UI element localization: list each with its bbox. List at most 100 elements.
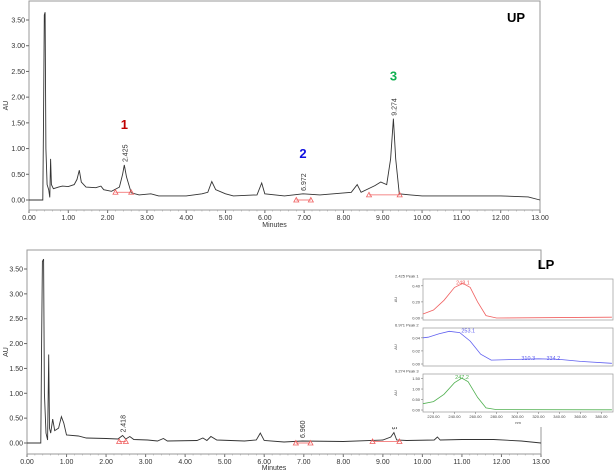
x-tick-label: 11.00 — [453, 215, 470, 222]
spectrum-maximum-label: 247.2 — [455, 375, 469, 381]
spectrum-y-tick-label: 0.50 — [412, 397, 421, 402]
uv-spectra-inset: 2.425 Peak 1 AU 0.00 0.20 0.40 248.1 6.971 Pea… — [392, 269, 614, 427]
integration-marker — [128, 188, 135, 195]
spectrum-frame — [422, 373, 614, 413]
spectrum-y-tick-label: 0.40 — [412, 283, 421, 288]
y-tick-label: 1.50 — [9, 366, 23, 373]
spectrum-x-tick-label: 260.00 — [469, 414, 482, 419]
spectrum-x-tick-label: 300.00 — [511, 414, 524, 419]
spectrum-trace — [422, 282, 612, 319]
spectrum-y-tick-label: 0.00 — [412, 362, 421, 367]
spectrum-maximum-label: 253.1 — [461, 328, 475, 334]
spectrum-y-tick-label: 0.20 — [412, 299, 421, 304]
panel-title: UP — [507, 10, 525, 25]
y-tick-label: 3.50 — [9, 267, 23, 274]
integration-marker — [115, 438, 123, 444]
integration-marker — [365, 191, 373, 198]
spectrum-y-label: AU — [393, 344, 398, 350]
spectrum-x-tick-label: 240.00 — [448, 414, 461, 419]
spectrum-y-tick-label: 0.00 — [412, 316, 421, 321]
x-tick-label: 8.00 — [337, 215, 351, 222]
y-axis-label: AU — [3, 101, 10, 111]
spectrum-title: 6.971 Peak 2 — [395, 323, 419, 328]
y-tick-label: 2.50 — [11, 69, 25, 76]
x-tick-label: 5.00 — [218, 459, 232, 466]
peak-number-label: 1 — [121, 117, 128, 132]
y-tick-label: 3.00 — [11, 43, 25, 50]
spectrum-title: 9.274 Peak 3 — [395, 369, 419, 374]
spectrum-x-tick-label: 340.00 — [553, 414, 566, 419]
x-tick-label: 2.00 — [101, 215, 115, 222]
x-tick-label: 10.00 — [413, 215, 431, 222]
x-tick-label: 1.00 — [60, 459, 74, 466]
y-tick-label: 0.00 — [9, 441, 23, 448]
y-tick-label: 3.50 — [11, 18, 25, 25]
x-tick-label: 6.00 — [257, 459, 271, 466]
plot-frame — [28, 0, 541, 211]
x-tick-label: 4.00 — [179, 215, 193, 222]
spectrum-maximum-label: 334.2 — [546, 356, 560, 362]
x-axis-label: Minutes — [262, 222, 287, 229]
spectrum-y-tick-label: 0.00 — [412, 408, 421, 413]
y-tick-label: 2.50 — [9, 316, 23, 323]
spectrum-x-label: nm — [515, 420, 521, 425]
integration-marker — [307, 196, 315, 203]
integration-marker — [122, 438, 130, 444]
x-tick-label: 12.00 — [493, 459, 511, 466]
integration-marker — [307, 439, 314, 446]
y-tick-label: 0.00 — [11, 198, 25, 205]
spectrum-y-tick-label: 0.04 — [412, 335, 421, 340]
integration-marker — [293, 196, 300, 203]
y-tick-label: 1.00 — [9, 391, 23, 398]
spectrum-y-label: AU — [393, 390, 398, 396]
peak-retention-label: 9.274 — [392, 98, 399, 116]
spectrum-maximum-label: 310.3 — [521, 356, 535, 362]
x-tick-label: 1.00 — [61, 215, 75, 222]
spectrum-trace — [422, 377, 612, 411]
chromatogram-trace — [27, 258, 542, 444]
spectrum-panel-3: 9.274 Peak 3 AU 0.00 0.50 1.00 1.50 247.2 — [393, 369, 614, 413]
peak-retention-label: 2.425 — [122, 144, 129, 162]
chromatogram-up: 0.00 0.50 1.00 1.50 2.00 2.50 3.00 3.50 0.00 1.00… — [3, 0, 549, 229]
spectrum-frame — [422, 327, 614, 367]
x-tick-label: 0.00 — [22, 215, 36, 222]
x-axis-label: Minutes — [262, 465, 287, 472]
x-tick-label: 3.00 — [139, 459, 153, 466]
spectrum-x-tick-label: 360.00 — [574, 414, 587, 419]
spectrum-x-tick-label: 320.00 — [532, 414, 545, 419]
spectrum-trace — [422, 330, 612, 364]
x-tick-label: 0.00 — [20, 459, 34, 466]
x-tick-label: 6.00 — [258, 215, 272, 222]
spectrum-panel-2: 6.971 Peak 2 AU 0.00 0.02 0.04 253.1 310.3 334.… — [393, 323, 614, 367]
x-tick-label: 7.00 — [297, 215, 311, 222]
y-axis-label: AU — [3, 347, 10, 357]
y-tick-label: 1.00 — [11, 146, 25, 153]
y-tick-label: 0.50 — [11, 172, 25, 179]
spectrum-frame — [422, 278, 614, 321]
spectrum-maximum-label: 248.1 — [456, 280, 470, 286]
peak-retention-label: 6.972 — [301, 173, 308, 191]
peak-number-label: 3 — [390, 69, 397, 84]
peak-number-label: 2 — [299, 146, 306, 161]
peak-retention-label: 6.960 — [300, 420, 307, 438]
x-tick-label: 3.00 — [140, 215, 154, 222]
x-tick-label: 2.00 — [99, 459, 113, 466]
x-tick-label: 9.00 — [376, 459, 390, 466]
spectrum-y-tick-label: 1.50 — [412, 376, 421, 381]
y-tick-label: 3.00 — [9, 291, 23, 298]
panel-title: LP — [538, 257, 555, 272]
chromatogram-trace — [29, 12, 541, 201]
inset-background — [392, 269, 614, 427]
x-tick-label: 10.00 — [414, 459, 432, 466]
integration-marker — [396, 191, 403, 198]
x-tick-label: 8.00 — [336, 459, 350, 466]
y-tick-label: 2.00 — [9, 341, 23, 348]
integration-marker — [292, 439, 300, 446]
integration-marker — [396, 438, 403, 444]
integration-marker — [369, 438, 376, 444]
spectrum-title: 2.425 Peak 1 — [395, 274, 419, 279]
y-tick-label: 0.50 — [9, 416, 23, 423]
y-tick-label: 1.50 — [11, 120, 25, 127]
x-tick-label: 12.00 — [492, 215, 510, 222]
